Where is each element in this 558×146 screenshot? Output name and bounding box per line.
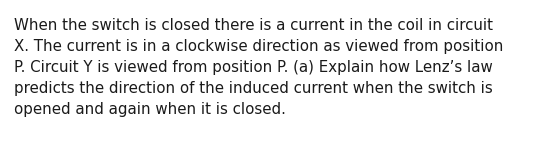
Text: When the switch is closed there is a current in the coil in circuit
X. The curre: When the switch is closed there is a cur… (14, 18, 503, 117)
